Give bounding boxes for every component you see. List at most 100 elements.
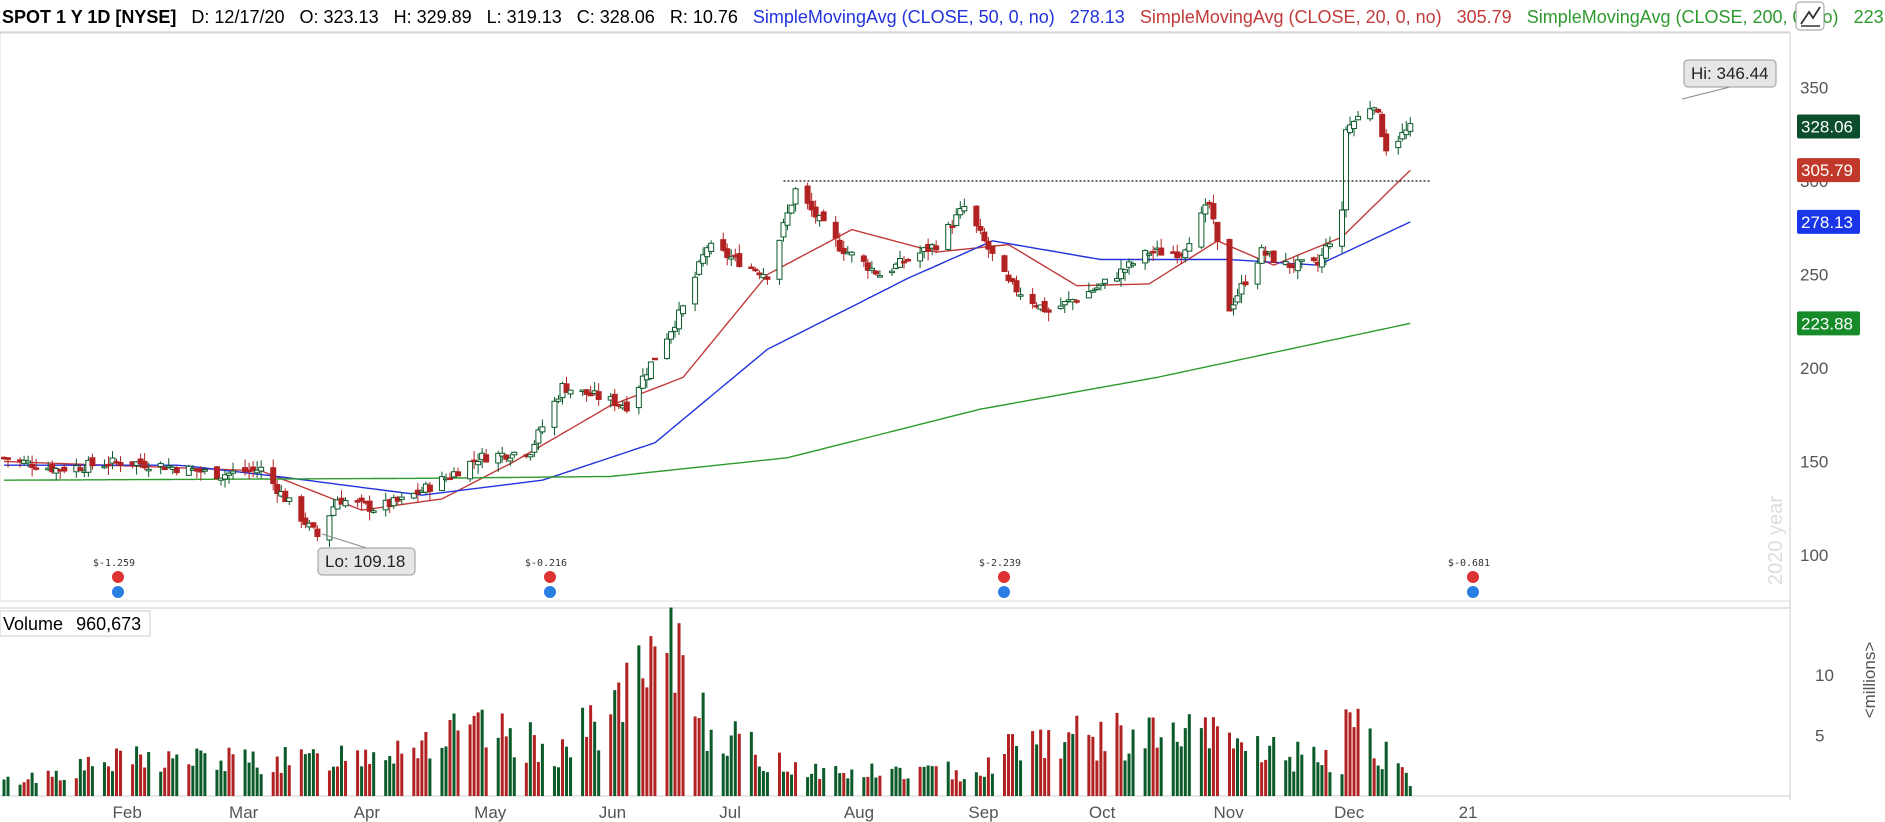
volume-bar [532,735,536,796]
sma-line-0 [3,169,1411,511]
price-tick-label: 200 [1800,359,1828,378]
volume-bar [1103,751,1107,796]
candle-up [1186,243,1193,252]
volume-bar [1179,746,1183,796]
candle-down [808,200,815,211]
candle-down [1158,247,1165,256]
volume-bar [757,766,761,796]
volume-bar [834,766,838,796]
volume-label-box [0,610,151,637]
candle-down [302,517,309,525]
candle-up [567,389,574,395]
candle-up [1399,132,1406,140]
volume-bar [906,778,910,796]
volume-bar [786,771,790,796]
volume-bar [846,778,850,796]
volume-bar [512,757,516,796]
volume-bar [709,729,713,796]
candle-down [836,239,843,252]
volume-bar [1268,745,1272,796]
candle-up [1122,269,1129,273]
candle-up [788,204,795,214]
volume-bar [102,762,106,796]
volume-bar [1211,717,1215,796]
dividend-icon [112,586,124,598]
volume-bar [617,682,621,796]
volume-bar [195,748,199,796]
volume-readout: Volume 960,673 [3,614,141,634]
dividend-icon [544,586,556,598]
candlesticks[interactable] [1,100,1414,547]
candle-up [792,188,799,205]
volume-bar [303,754,307,796]
volume-bar [143,767,147,796]
earnings-markers[interactable]: $-1.259 $-0.216 $-2.239 $-0.681 [93,558,1490,598]
volume-bar [641,678,645,796]
volume-bar [677,623,681,796]
candle-up [1294,259,1301,272]
volume-bar [874,777,878,796]
volume-bar [850,769,854,796]
candle-down [358,497,365,502]
volume-bar [1147,717,1151,796]
volume-bar [1087,734,1091,796]
volume-bar [1348,712,1352,796]
volume-bar [1324,749,1328,796]
watermark-layer: 2020 year [1765,496,1787,585]
volume-bar [440,747,444,796]
candle-up [728,256,735,260]
volume-bar [1063,742,1067,796]
high-callout-leader [1681,86,1731,100]
earnings-icon [544,571,556,583]
candle-down [173,467,180,474]
candle-up [495,452,502,464]
volume-bar [360,766,364,796]
volume-bar [673,692,677,796]
volume-bar [765,772,769,796]
candle-down [282,490,289,503]
candle-up [410,492,417,499]
annotations: Hi: 346.44 Lo: 109.18 [317,59,1777,576]
volume-bar [794,762,798,796]
volume-bar [918,766,922,796]
candle-down [61,466,68,472]
candle-down [864,262,871,271]
candle-up [868,267,875,271]
sma20-tag-value: 305.79 [1801,161,1853,180]
volume-bar [870,763,874,796]
volume-bar [1015,745,1019,796]
volume-bar [372,752,376,796]
candle-up [1182,249,1189,259]
volume-bar [1356,708,1360,796]
candle-up [1057,305,1064,310]
volume-bar [1095,760,1099,796]
candle-up [1198,212,1205,248]
volume-bar [167,751,171,796]
sma200-value: 223.88 [1854,7,1885,27]
volume-bar [50,776,54,796]
volume-bar [946,761,950,796]
candle-down [1375,108,1382,113]
volume-bar [251,751,255,796]
candle-up [708,242,715,252]
high-callout-label: Hi: 346.44 [1691,64,1769,83]
volume-bar [1115,712,1119,796]
volume-bar [1215,726,1219,796]
candle-up [667,331,674,340]
volume-bars [2,607,1412,796]
volume-bar [536,761,540,796]
volume-bar [1232,748,1236,796]
volume-bar [1227,732,1231,796]
candle-down [989,245,996,254]
candle-down [623,401,630,412]
candle-down [1013,280,1020,293]
candle-down [752,268,759,272]
candle-up [1118,268,1125,280]
candle-down [977,226,984,231]
drawing-tool-icon[interactable] [1795,1,1825,31]
candle-down [503,454,510,460]
volume-bar [1404,772,1408,796]
volume-bar [1059,758,1063,796]
candle-down [366,500,373,512]
